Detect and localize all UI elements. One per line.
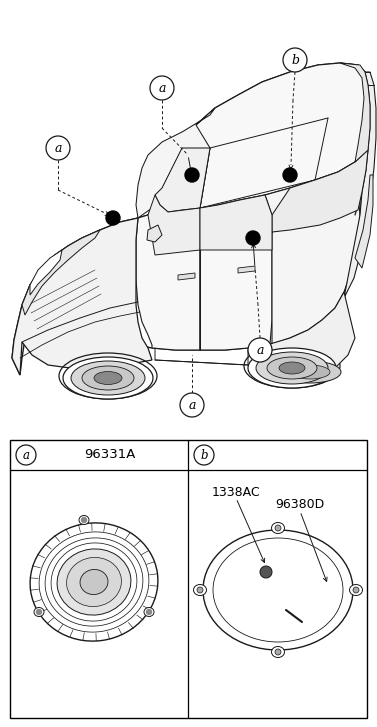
Circle shape: [248, 338, 272, 362]
Ellipse shape: [57, 549, 131, 615]
Ellipse shape: [279, 361, 341, 383]
Ellipse shape: [144, 608, 154, 616]
Circle shape: [260, 566, 272, 578]
Ellipse shape: [271, 646, 285, 657]
Polygon shape: [238, 266, 255, 273]
Circle shape: [185, 168, 199, 182]
Circle shape: [150, 76, 174, 100]
Polygon shape: [272, 150, 368, 232]
Ellipse shape: [67, 558, 121, 606]
Circle shape: [37, 609, 41, 614]
Ellipse shape: [349, 585, 363, 595]
Polygon shape: [136, 108, 215, 218]
Ellipse shape: [203, 530, 353, 650]
Polygon shape: [12, 218, 152, 375]
Circle shape: [283, 48, 307, 72]
Circle shape: [180, 393, 204, 417]
Polygon shape: [200, 195, 272, 250]
Ellipse shape: [290, 365, 330, 379]
Text: a: a: [158, 82, 166, 95]
Text: a: a: [54, 142, 62, 155]
Polygon shape: [147, 225, 162, 242]
Ellipse shape: [271, 523, 285, 534]
Polygon shape: [22, 230, 100, 315]
Polygon shape: [136, 208, 200, 350]
Ellipse shape: [256, 352, 328, 384]
Text: a: a: [188, 399, 196, 412]
Circle shape: [147, 609, 152, 614]
Ellipse shape: [63, 357, 153, 399]
Polygon shape: [340, 63, 370, 162]
Circle shape: [283, 168, 297, 182]
Polygon shape: [148, 195, 200, 255]
Ellipse shape: [80, 569, 108, 595]
Circle shape: [106, 211, 120, 225]
Ellipse shape: [213, 538, 343, 642]
Text: 1338AC: 1338AC: [212, 486, 260, 499]
Polygon shape: [200, 195, 272, 350]
Polygon shape: [344, 72, 376, 298]
Polygon shape: [30, 250, 62, 295]
Ellipse shape: [71, 361, 145, 395]
Circle shape: [275, 649, 281, 655]
Circle shape: [275, 525, 281, 531]
Polygon shape: [270, 292, 355, 374]
Circle shape: [16, 445, 36, 465]
Ellipse shape: [279, 362, 305, 374]
Polygon shape: [10, 440, 367, 718]
Ellipse shape: [193, 585, 207, 595]
Ellipse shape: [267, 357, 317, 379]
Ellipse shape: [34, 608, 44, 616]
Ellipse shape: [82, 366, 134, 390]
Ellipse shape: [248, 348, 336, 388]
Polygon shape: [155, 148, 210, 212]
Polygon shape: [178, 273, 195, 280]
Ellipse shape: [94, 371, 122, 385]
Ellipse shape: [30, 523, 158, 641]
Circle shape: [194, 445, 214, 465]
Circle shape: [197, 587, 203, 593]
Polygon shape: [355, 175, 373, 268]
Text: b: b: [291, 54, 299, 67]
Text: a: a: [23, 449, 29, 462]
Text: 96380D: 96380D: [275, 499, 325, 512]
Polygon shape: [12, 63, 370, 375]
Circle shape: [246, 231, 260, 245]
Ellipse shape: [79, 515, 89, 524]
Text: b: b: [200, 449, 208, 462]
Polygon shape: [265, 162, 360, 344]
Text: 96331A: 96331A: [84, 449, 136, 462]
Circle shape: [353, 587, 359, 593]
Circle shape: [81, 518, 86, 523]
Circle shape: [46, 136, 70, 160]
Text: a: a: [256, 344, 264, 357]
Polygon shape: [155, 63, 370, 212]
